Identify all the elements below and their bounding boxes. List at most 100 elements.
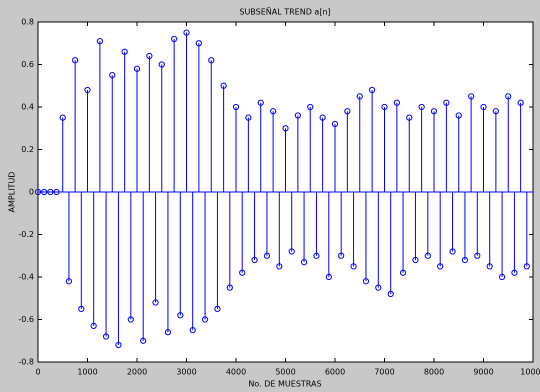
stem [177, 192, 184, 319]
stem [276, 192, 283, 270]
stem-marker [90, 322, 97, 329]
stem [171, 35, 178, 192]
y-tick-label: 0.6 [21, 60, 34, 69]
stem [505, 93, 512, 192]
stem [412, 192, 419, 264]
stem [418, 103, 425, 192]
stem [127, 192, 134, 323]
stem-marker [430, 108, 438, 115]
stem-marker [455, 112, 462, 119]
stem [474, 192, 481, 259]
stem [369, 86, 376, 192]
stem [102, 192, 110, 340]
stem [263, 192, 271, 259]
stem [325, 192, 332, 281]
stem-marker [34, 188, 42, 196]
stem-marker [511, 269, 518, 276]
stem-marker [412, 256, 419, 264]
stem-marker [300, 259, 308, 266]
stem-marker [133, 65, 141, 72]
stem-marker [53, 188, 60, 196]
stem-marker [443, 99, 450, 106]
stem [461, 192, 469, 264]
stem-marker [505, 93, 512, 100]
x-tick-label: 1000 [77, 368, 97, 377]
stem [468, 93, 475, 192]
stem-marker [362, 278, 370, 285]
stem-marker [437, 263, 444, 270]
stem-marker [251, 256, 258, 264]
stem-marker [140, 337, 147, 344]
stem-marker [418, 103, 425, 111]
stem-marker [468, 93, 475, 100]
stem [350, 192, 357, 270]
stem-marker [325, 273, 332, 281]
stem [47, 188, 54, 196]
stem [84, 86, 91, 192]
stem [331, 120, 339, 192]
stem [356, 93, 363, 192]
stem [41, 188, 48, 196]
stem [294, 112, 301, 192]
stem-marker [517, 99, 524, 106]
stem [480, 103, 487, 192]
stem [443, 99, 450, 192]
y-tick-label: 0.4 [21, 103, 34, 112]
stem-marker [461, 256, 469, 264]
stem-marker [294, 112, 301, 119]
stem-marker [189, 327, 196, 334]
x-tick-label: 7000 [374, 368, 394, 377]
stem-marker [393, 99, 400, 106]
stem [53, 188, 60, 196]
stem-marker [319, 114, 326, 121]
stem [424, 192, 431, 259]
stem-marker [381, 103, 388, 111]
stem [146, 52, 153, 192]
stem [307, 103, 314, 192]
stem [381, 103, 388, 192]
stem-marker [424, 252, 431, 259]
x-tick-label: 2000 [127, 368, 147, 377]
stem-marker [245, 114, 252, 121]
stem-marker [109, 72, 116, 79]
stem [375, 192, 382, 291]
stem [270, 108, 277, 192]
stem [319, 114, 326, 192]
x-tick-label: 5000 [275, 368, 295, 377]
stem-marker [338, 252, 345, 259]
stem [183, 29, 190, 192]
stem [511, 192, 518, 276]
stem-marker [201, 316, 209, 323]
stem-marker [96, 38, 103, 45]
stem [282, 125, 289, 192]
y-tick-label: -0.6 [18, 315, 34, 324]
stem [158, 61, 165, 192]
stem [517, 99, 524, 192]
stem-marker [263, 252, 271, 259]
stem-marker [226, 284, 233, 291]
x-tick-label: 0 [35, 368, 40, 377]
stem-marker [121, 48, 128, 55]
stem-marker [72, 57, 79, 64]
stem [214, 192, 221, 312]
stem [498, 192, 506, 281]
x-tick-label: 3000 [176, 368, 196, 377]
stem-marker [375, 284, 382, 291]
stem-marker [220, 82, 227, 89]
stem-marker [102, 333, 110, 340]
stem [288, 192, 295, 255]
stem [486, 192, 493, 270]
x-axis-label: No. DE MUESTRAS [248, 380, 321, 389]
x-tick-label: 6000 [325, 368, 345, 377]
stem [399, 192, 407, 276]
stem-marker [239, 269, 246, 276]
stem-marker [387, 290, 394, 298]
stem [437, 192, 444, 270]
x-tick-label: 10000 [520, 368, 540, 377]
stem [449, 192, 456, 255]
y-tick-label: 0 [29, 188, 34, 197]
chart-title: SUBSEÑAL TREND a[n] [239, 7, 330, 17]
stem [232, 103, 240, 192]
stem [430, 108, 438, 192]
stem [362, 192, 370, 285]
